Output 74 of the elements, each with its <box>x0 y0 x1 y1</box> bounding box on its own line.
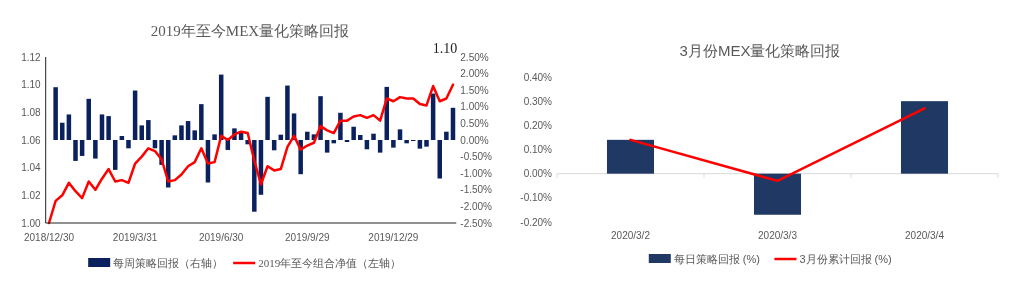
x-tick-label: 2019/3/31 <box>112 232 158 243</box>
bar <box>106 116 111 140</box>
legend-label: 每周策略回报（右轴） <box>113 256 224 269</box>
bar <box>900 101 949 174</box>
text: 1.10 <box>432 41 458 56</box>
bar <box>86 98 91 140</box>
bar <box>212 134 217 140</box>
y2-tick-label: 0.50% <box>460 117 489 129</box>
y-tick-label: 1.08 <box>21 106 42 118</box>
y2-tick-label: -0.50% <box>460 151 493 163</box>
y2-tick-label: 1.00% <box>460 101 489 113</box>
y2-tick-label: -2.50% <box>460 217 493 229</box>
bar <box>73 140 78 161</box>
bar <box>437 140 442 179</box>
y-tick-label: -0.20% <box>520 216 553 228</box>
bar <box>305 131 310 140</box>
bar <box>444 131 449 140</box>
y-tick-label: -0.10% <box>520 192 553 204</box>
x-tick-label: 2019/9/29 <box>285 232 330 243</box>
bar <box>397 129 403 140</box>
y2-tick-label: -1.00% <box>460 167 493 179</box>
x-tick-label: 2019/12/29 <box>368 232 419 243</box>
bar <box>126 140 131 149</box>
bar <box>199 104 204 140</box>
bar <box>265 96 270 140</box>
bar <box>285 85 290 140</box>
y2-tick-label: -1.50% <box>460 184 493 196</box>
bar <box>60 122 65 140</box>
y-tick-label: 1.06 <box>21 134 42 146</box>
legend-label: 3月份累计回报 (%) <box>799 252 892 265</box>
chart-title: 2019年至今MEX量化策略回报 <box>150 23 350 39</box>
y-tick-label: 1.10 <box>21 79 42 91</box>
y-tick-label: 1.02 <box>21 189 42 201</box>
y2-tick-label: 0.00% <box>460 134 489 146</box>
bar <box>391 140 396 148</box>
x-tick-label: 2020/3/3 <box>758 230 798 241</box>
y-tick-label: 1.04 <box>21 162 42 174</box>
bar <box>371 133 376 140</box>
bar <box>99 114 105 140</box>
chart-title: 3月份MEX量化策略回报 <box>679 42 841 59</box>
bar <box>53 87 58 140</box>
legend-label: 2019年至今组合净值（左轴） <box>258 256 402 269</box>
bar <box>139 125 144 140</box>
y2-tick-label: 1.50% <box>460 84 489 96</box>
bar <box>66 114 72 140</box>
x-tick-label: 2018/12/30 <box>23 232 75 243</box>
bar <box>146 120 151 140</box>
y-tick-label: 0.30% <box>523 95 553 107</box>
bar <box>324 140 330 153</box>
bar <box>424 140 429 147</box>
x-tick-label: 2019/6/30 <box>198 232 244 243</box>
bar <box>753 173 802 215</box>
bar <box>179 125 184 140</box>
bar <box>606 139 655 174</box>
y-tick-label: 0.00% <box>523 168 553 180</box>
legend-label: 每日策略回报 (%) <box>673 252 760 265</box>
y2-tick-label: 2.50% <box>460 51 489 63</box>
bar <box>192 130 197 140</box>
x-tick-label: 2020/3/4 <box>905 230 945 241</box>
bar <box>377 140 383 153</box>
bar <box>172 135 178 140</box>
bar <box>404 140 409 144</box>
y2-tick-label: -2.00% <box>460 200 493 212</box>
y-tick-label: 1.00 <box>21 217 42 229</box>
bar <box>351 126 356 140</box>
bar <box>358 135 363 140</box>
bar <box>93 140 98 159</box>
y-tick-label: 0.20% <box>523 119 553 131</box>
bar <box>417 140 423 149</box>
y2-tick-label: 2.00% <box>460 68 489 80</box>
y-tick-label: 1.12 <box>21 51 42 63</box>
y-tick-label: 0.40% <box>523 71 553 83</box>
x-tick-label: 2020/3/2 <box>611 230 651 241</box>
y-tick-label: 0.10% <box>523 144 553 155</box>
